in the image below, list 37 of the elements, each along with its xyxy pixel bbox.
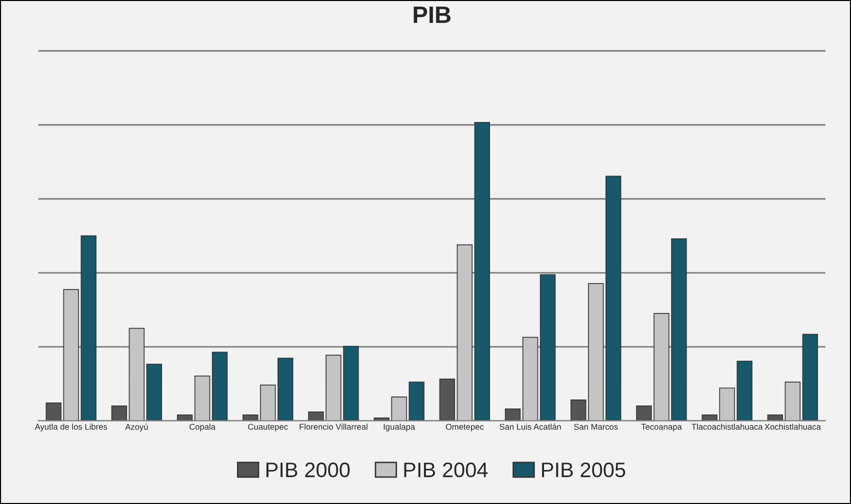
x-tick-label: Copala	[190, 424, 216, 432]
x-tick-label: Ayutla de los Libres	[34, 424, 108, 432]
chart-title: PIB	[414, 6, 450, 23]
x-tick-label: Azoyú	[125, 424, 148, 432]
x-tick-label: Ometepec	[446, 424, 484, 432]
bar	[606, 176, 622, 421]
x-tick-label: Tlacoachistlahuaca	[692, 424, 763, 430]
bar	[456, 244, 473, 421]
legend-label: PIB 2005	[542, 462, 626, 478]
x-tick-label: Igualapa	[384, 424, 416, 432]
x-tick-label: Xochistlahuaca	[764, 424, 821, 430]
bar	[212, 352, 228, 421]
bar	[504, 408, 521, 421]
x-tick-label: San Marcos	[574, 424, 618, 430]
x-tick-label: Florencio Villarreal	[300, 424, 368, 430]
bar	[522, 336, 538, 421]
bar	[588, 283, 604, 421]
bar	[146, 364, 162, 421]
bar	[128, 328, 145, 421]
bar	[767, 414, 784, 421]
bar	[242, 414, 258, 421]
bar	[570, 400, 586, 421]
legend-label: PIB 2004	[404, 462, 488, 478]
bar	[474, 122, 490, 421]
x-tick-label: Cuautepec	[248, 424, 288, 432]
bar	[540, 274, 556, 421]
bar	[784, 382, 801, 421]
bar	[439, 378, 456, 421]
bar	[176, 414, 193, 421]
x-tick-label: Tecoanapa	[641, 424, 682, 432]
legend-label: PIB 2000	[266, 462, 350, 478]
bar	[278, 358, 294, 421]
bar	[260, 384, 276, 421]
bar	[194, 376, 210, 421]
bar	[802, 334, 818, 421]
bar	[111, 406, 128, 421]
x-tick-label: San Luis Acatlán	[500, 424, 561, 430]
